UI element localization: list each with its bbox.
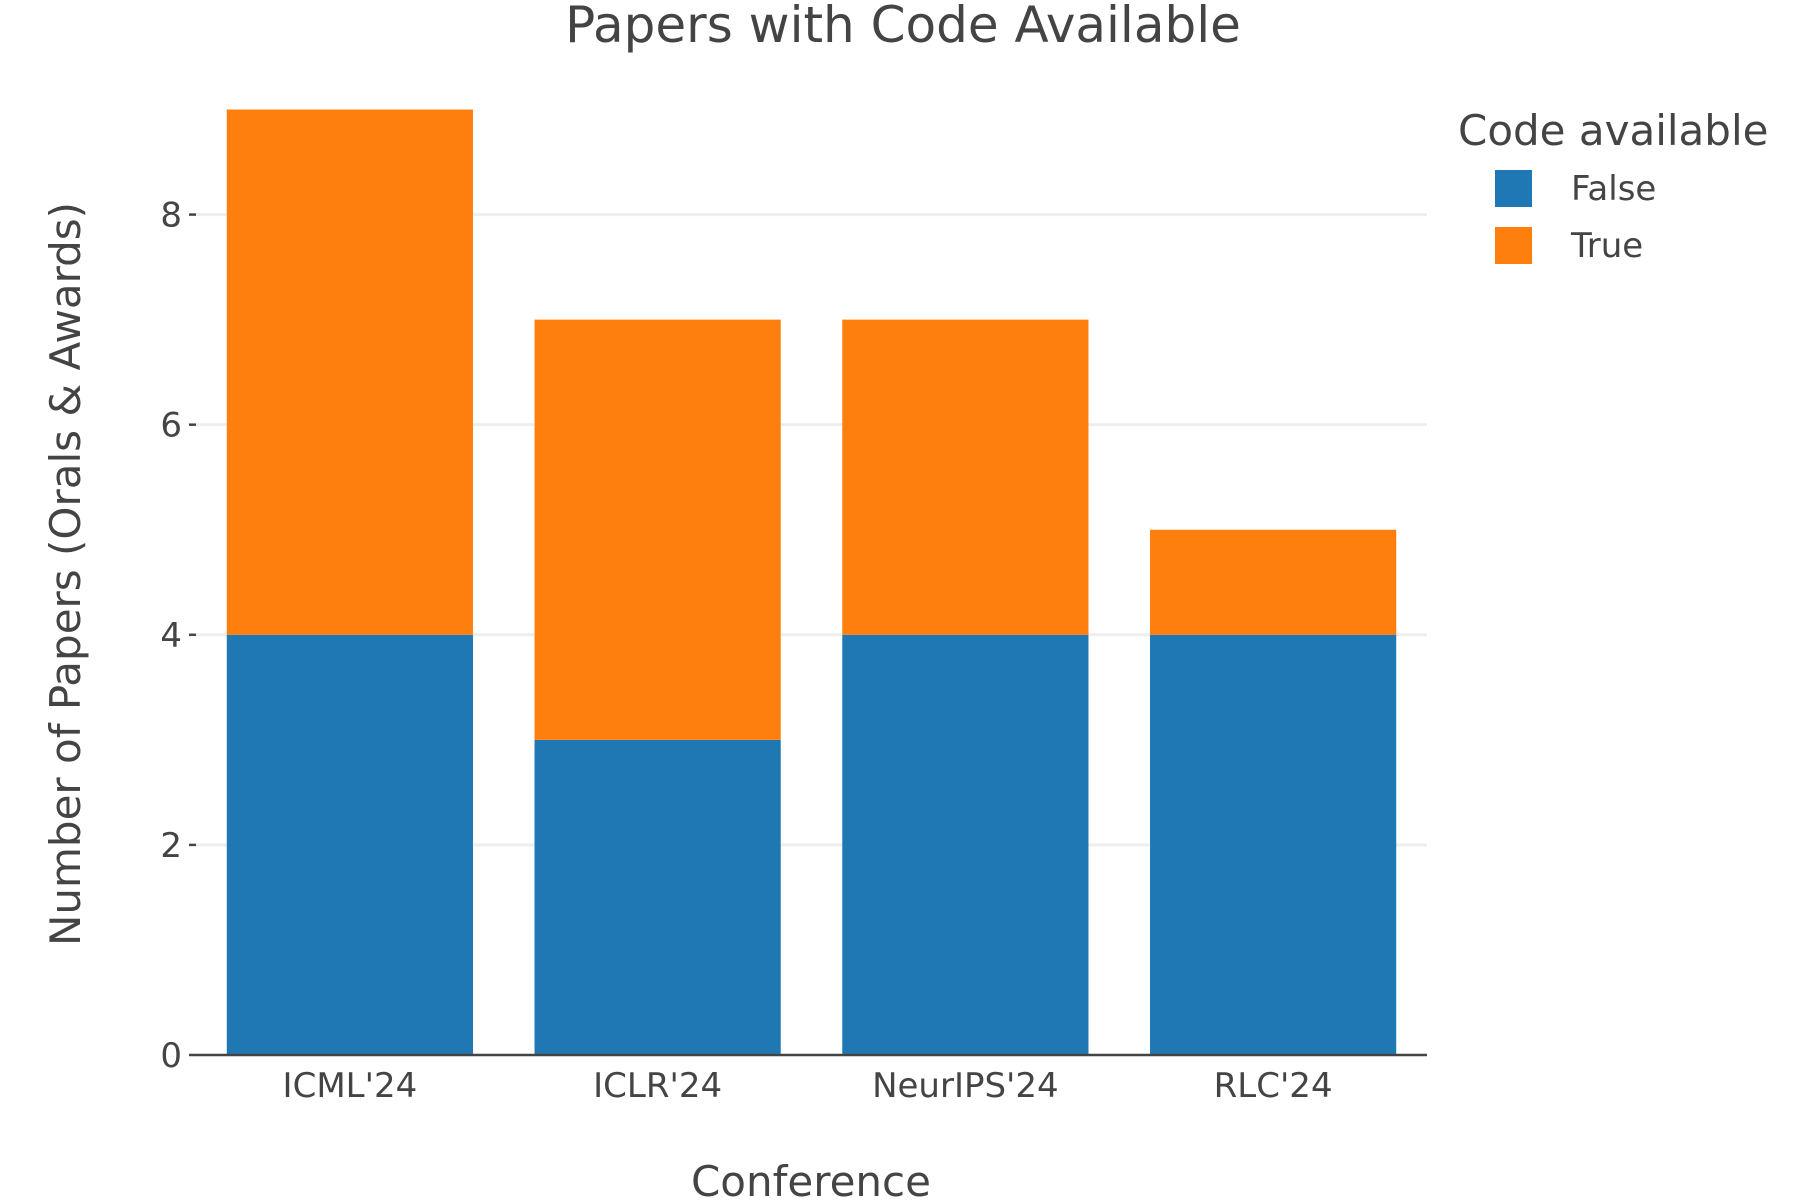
bar-true — [534, 319, 781, 740]
legend-swatch-false — [1495, 170, 1532, 207]
x-tick-label: NeurIPS'24 — [872, 1066, 1059, 1106]
bar-true — [842, 319, 1089, 635]
x-tick-label: RLC'24 — [1214, 1066, 1333, 1106]
x-tick-label: ICML'24 — [283, 1066, 418, 1106]
bar-true — [226, 109, 473, 635]
legend-items: False True — [1495, 169, 1656, 266]
bar-false — [1150, 634, 1397, 1055]
legend-title: Code available — [1458, 106, 1768, 155]
bar-false — [534, 739, 781, 1055]
x-axis-ticks: ICML'24 ICLR'24 NeurIPS'24 RLC'24 — [283, 1066, 1333, 1106]
y-tick-label: 0 — [160, 1036, 182, 1076]
chart-title: Papers with Code Available — [565, 0, 1241, 54]
bar-false — [226, 634, 473, 1055]
bars — [226, 109, 1397, 1055]
x-tick-label: ICLR'24 — [593, 1066, 722, 1106]
legend-label-true: True — [1570, 226, 1643, 266]
bar-false — [842, 634, 1089, 1055]
y-tick-label: 6 — [160, 406, 182, 446]
legend-label-false: False — [1571, 169, 1656, 209]
y-axis-ticks: 0 2 4 6 8 — [160, 196, 196, 1076]
y-tick-label: 4 — [160, 616, 182, 656]
bar-true — [1150, 529, 1397, 635]
legend: Code available False True — [1458, 106, 1768, 266]
y-tick-label: 2 — [160, 826, 182, 866]
x-axis-title: Conference — [691, 1157, 931, 1200]
y-tick-label: 8 — [160, 196, 182, 236]
legend-swatch-true — [1495, 227, 1532, 264]
y-axis-title: Number of Papers (Orals & Awards) — [41, 202, 90, 946]
